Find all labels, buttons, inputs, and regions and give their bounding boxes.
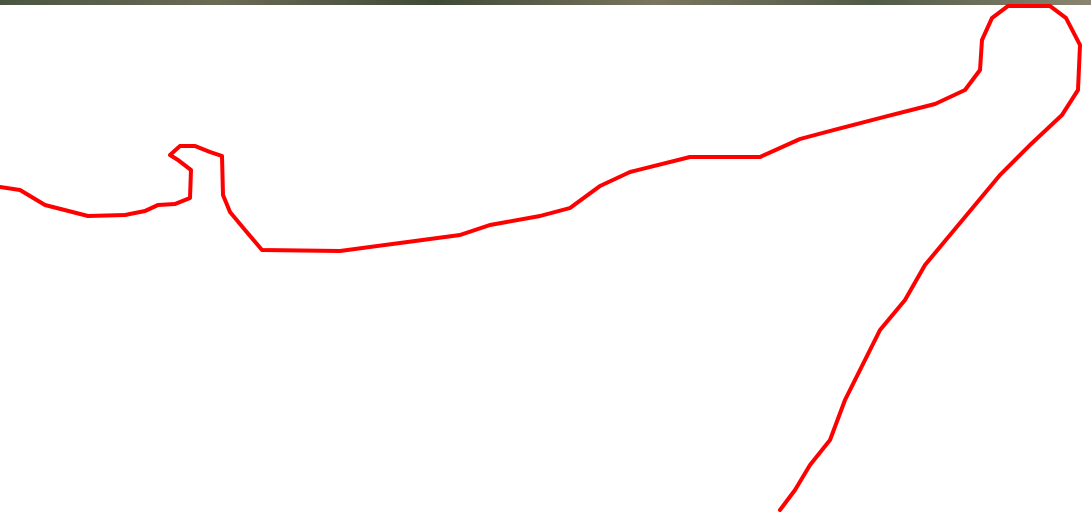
map-background — [0, 0, 1091, 517]
satellite-strip — [0, 0, 1091, 5]
page: (() => { const data = JSON.parse(documen… — [0, 0, 1091, 517]
map-view — [0, 0, 1091, 517]
